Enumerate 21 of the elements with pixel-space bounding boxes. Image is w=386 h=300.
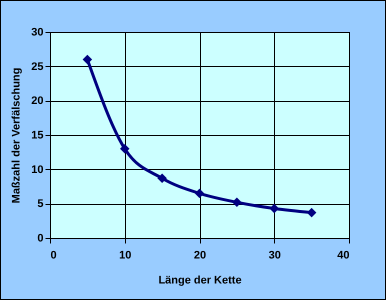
x-tick-label: 10	[119, 250, 132, 262]
y-tick-label: 5	[37, 198, 44, 210]
point	[157, 174, 167, 184]
y-tick-label: 15	[31, 130, 44, 142]
x-tick-label: 20	[194, 250, 206, 262]
x-tick-label: 0	[50, 250, 57, 262]
y-tick-label: 30	[31, 26, 44, 38]
x-axis-title: Länge der Kette	[158, 274, 242, 286]
y-tick-label: 10	[31, 164, 44, 176]
point	[270, 204, 279, 214]
point	[120, 144, 130, 154]
y-axis-title: Maßzahl der Verfälschung	[10, 68, 22, 204]
point	[194, 188, 204, 198]
y-tick-label: 25	[31, 60, 44, 73]
y-tick-label: 0	[37, 232, 44, 244]
x-tick-label: 30	[268, 250, 281, 262]
point	[82, 54, 92, 64]
x-tick-label: 40	[337, 250, 350, 262]
point	[306, 208, 316, 218]
y-tick-label: 20	[31, 95, 44, 108]
point	[232, 198, 242, 208]
